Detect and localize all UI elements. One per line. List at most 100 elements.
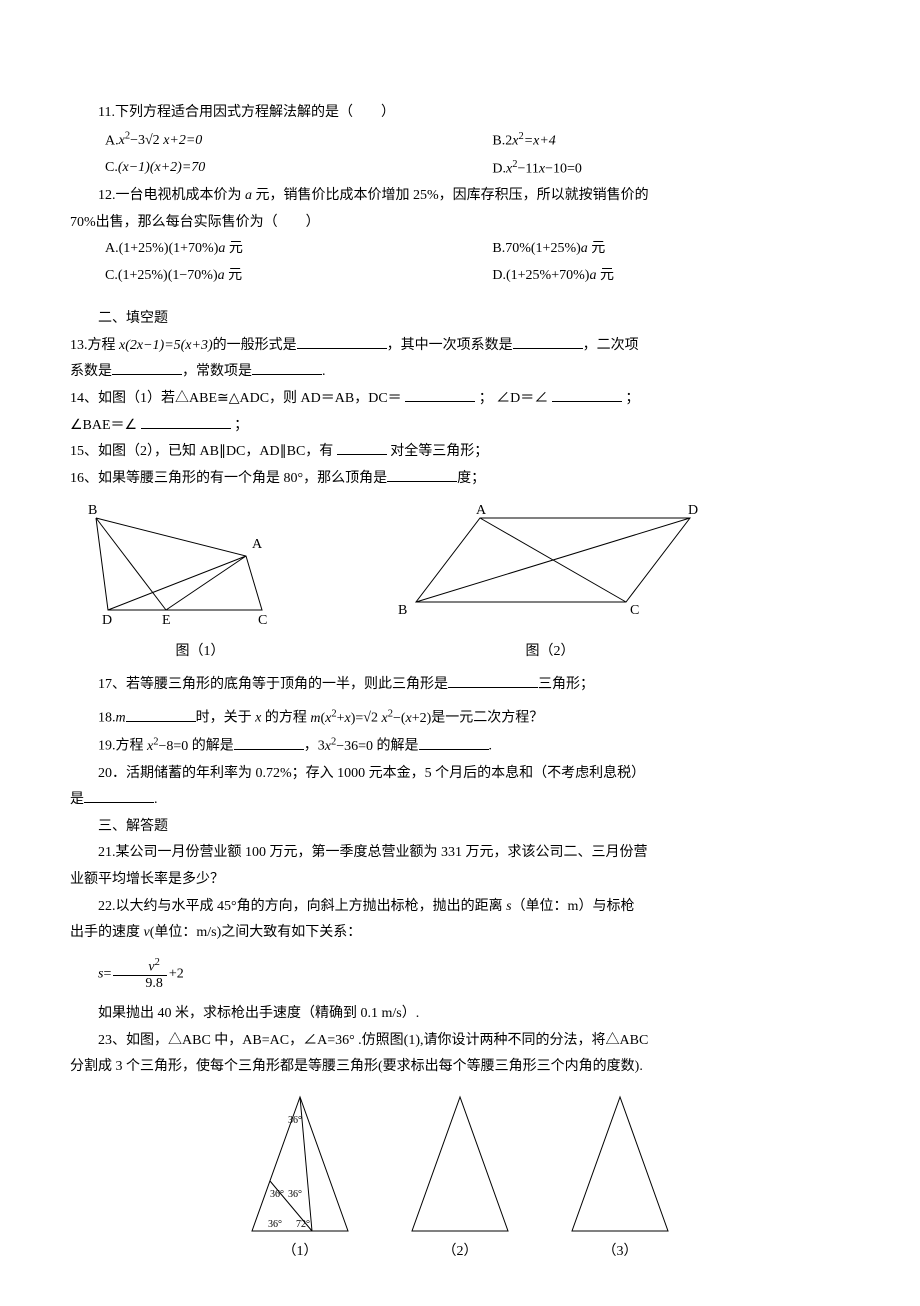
txt: ； ∠D＝∠ bbox=[475, 391, 552, 406]
q23-line2: 分割成 3 个三角形，使每个三角形都是等腰三角形(要求标出每个等腰三角形三个内角… bbox=[70, 1054, 850, 1081]
radical: √2 bbox=[363, 711, 378, 726]
txt: 的解是 bbox=[373, 739, 419, 754]
txt: −10=0 bbox=[545, 162, 582, 177]
blank bbox=[141, 414, 231, 429]
txt: 是一元二次方程？ bbox=[431, 711, 543, 726]
txt: x+2=0 bbox=[160, 133, 203, 148]
q12-D: D.(1+25%+70%)a 元 bbox=[492, 263, 850, 290]
q11-A-label: A. bbox=[105, 133, 119, 148]
txt: 系数是 bbox=[70, 364, 112, 379]
txt: 出手的速度 bbox=[70, 925, 144, 940]
txt: 13.方程 bbox=[70, 338, 119, 353]
q17: 17、若等腰三角形的底角等于顶角的一半，则此三角形是 三角形； bbox=[70, 672, 850, 699]
q11-D: D.x2−11x−10=0 bbox=[492, 155, 850, 183]
q11-row1: A.x2−3√2 x+2=0 B.2x2=x+4 bbox=[70, 127, 850, 155]
blank bbox=[419, 735, 489, 750]
blank bbox=[405, 387, 475, 402]
q23-tri-2 bbox=[400, 1089, 520, 1239]
q23-cap-1: （1） bbox=[240, 1239, 360, 1266]
txt: 17、若等腰三角形的底角等于顶角的一半，则此三角形是 bbox=[98, 677, 448, 692]
txt: 的一般形式是 bbox=[213, 338, 297, 353]
blank bbox=[552, 387, 622, 402]
section-3-title: 三、解答题 bbox=[70, 814, 850, 841]
txt: B.2 bbox=[492, 133, 512, 148]
fig1-B: B bbox=[88, 503, 97, 518]
q15: 15、如图（2），已知 AB∥DC，AD∥BC，有 对全等三角形； bbox=[70, 439, 850, 466]
q19: 19.方程 x2−8=0 的解是，3x2−36=0 的解是. bbox=[70, 732, 850, 760]
txt: 三角形； bbox=[538, 677, 594, 692]
blank bbox=[252, 360, 322, 375]
txt: 15、如图（2），已知 AB∥DC，AD∥BC，有 bbox=[70, 444, 337, 459]
txt: . bbox=[322, 364, 326, 379]
fig1-A: A bbox=[252, 537, 263, 552]
q12-stem-line2: 70%出售，那么每台实际售价为（ ） bbox=[70, 210, 850, 237]
q23-cap-3: （3） bbox=[560, 1239, 680, 1266]
fig2-caption: 图（2） bbox=[390, 639, 710, 666]
q11-row2: C.(x−1)(x+2)=70 D.x2−11x−10=0 bbox=[70, 155, 850, 183]
q12-B: B.70%(1+25%)a 元 bbox=[492, 236, 850, 263]
eq-plus: +2 bbox=[169, 966, 184, 981]
figure-1: B A D E C bbox=[70, 496, 330, 637]
angle-36: 36° bbox=[268, 1219, 282, 1230]
q18: 18.m时，关于 x 的方程 m(x2+x)=√2 x2−(x+2)是一元二次方… bbox=[70, 704, 850, 732]
fig1-D: D bbox=[102, 613, 112, 626]
figure-2: A D B C bbox=[390, 496, 710, 637]
q23-captions: （1） （2） （3） bbox=[70, 1239, 850, 1266]
q12-stem-line1: 12.一台电视机成本价为 a 元，销售价比成本价增加 25%，因库存积压，所以就… bbox=[70, 183, 850, 210]
txt: D. bbox=[492, 162, 506, 177]
blank bbox=[234, 735, 304, 750]
eq-equals: = bbox=[103, 966, 111, 981]
fig1-C: C bbox=[258, 613, 267, 626]
q22-equation: s=v29.8+2 bbox=[70, 957, 850, 991]
txt: ； bbox=[622, 391, 640, 406]
q12-C: C.(1+25%)(1−70%)a 元 bbox=[105, 263, 492, 290]
blank bbox=[84, 788, 154, 803]
txt: ，其中一次项系数是 bbox=[387, 338, 513, 353]
txt: . bbox=[489, 739, 493, 754]
txt: . bbox=[154, 792, 158, 807]
txt: ∠BAE＝∠ bbox=[70, 418, 141, 433]
txt: 18. bbox=[98, 711, 116, 726]
q23-triangles: 36° 36° 36° 36° 72° bbox=[70, 1089, 850, 1239]
angle-36: 36° bbox=[288, 1115, 302, 1126]
fig1-caption: 图（1） bbox=[70, 639, 330, 666]
q22: 22.以大约与水平成 45°角的方向，向斜上方抛出标枪，抛出的距离 s（单位：m… bbox=[70, 894, 850, 1028]
txt: 元，销售价比成本价增加 25%，因库存积压，所以就按销售价的 bbox=[252, 188, 649, 203]
var-a: a bbox=[245, 188, 252, 203]
txt: 12.一台电视机成本价为 bbox=[98, 188, 245, 203]
txt: 的方程 bbox=[261, 711, 310, 726]
figures-row: B A D E C A D B C bbox=[70, 496, 850, 637]
txt: 度； bbox=[457, 471, 485, 486]
q12-A: A.(1+25%)(1+70%)a 元 bbox=[105, 236, 492, 263]
var-m: m bbox=[116, 711, 126, 726]
txt: 14、如图（1）若△ABE≅△ADC，则 AD＝AB，DC＝ bbox=[70, 391, 405, 406]
radical: √2 bbox=[145, 133, 160, 148]
blank bbox=[448, 673, 538, 688]
txt: 19.方程 bbox=[98, 739, 147, 754]
txt: 的解是 bbox=[188, 739, 234, 754]
q11-stem: 11.下列方程适合用因式方程解法解的是（ ） bbox=[70, 100, 850, 127]
q23-tri-1: 36° 36° 36° 36° 72° bbox=[240, 1089, 360, 1239]
q14: 14、如图（1）若△ABE≅△ADC，则 AD＝AB，DC＝ ； ∠D＝∠ ； … bbox=[70, 386, 850, 439]
blank bbox=[387, 467, 457, 482]
txt: 22.以大约与水平成 45°角的方向，向斜上方抛出标枪，抛出的距离 bbox=[98, 899, 506, 914]
q11-A: A.x2−3√2 x+2=0 bbox=[105, 127, 492, 155]
q12-row2: C.(1+25%)(1−70%)a 元 D.(1+25%+70%)a 元 bbox=[70, 263, 850, 290]
fig2-A: A bbox=[476, 503, 487, 518]
fig2-B: B bbox=[398, 603, 407, 618]
blank bbox=[126, 707, 196, 722]
txt: ，常数项是 bbox=[182, 364, 252, 379]
q11: 11.下列方程适合用因式方程解法解的是（ ） A.x2−3√2 x+2=0 B.… bbox=[70, 100, 850, 183]
fig2-D: D bbox=[688, 503, 698, 518]
q16: 16、如果等腰三角形的有一个角是 80°，那么顶角是度； bbox=[70, 466, 850, 493]
angle-72: 72° bbox=[296, 1219, 310, 1230]
q22-line1: 22.以大约与水平成 45°角的方向，向斜上方抛出标枪，抛出的距离 s（单位：m… bbox=[70, 894, 850, 921]
txt: −11 bbox=[517, 162, 538, 177]
q21-line1: 21.某公司一月份营业额 100 万元，第一季度总营业额为 331 万元，求该公… bbox=[70, 840, 850, 867]
q20: 20．活期储蓄的年利率为 0.72%；存入 1000 元本金，5 个月后的本息和… bbox=[70, 761, 850, 814]
q23-cap-2: （2） bbox=[400, 1239, 520, 1266]
q22-line2: 出手的速度 v(单位：m/s)之间大致有如下关系： bbox=[70, 920, 850, 947]
txt: 是 bbox=[70, 792, 84, 807]
q23: 23、如图，△ABC 中，AB=AC，∠A=36° .仿照图(1),请你设计两种… bbox=[70, 1028, 850, 1266]
txt: ，3 bbox=[304, 739, 325, 754]
